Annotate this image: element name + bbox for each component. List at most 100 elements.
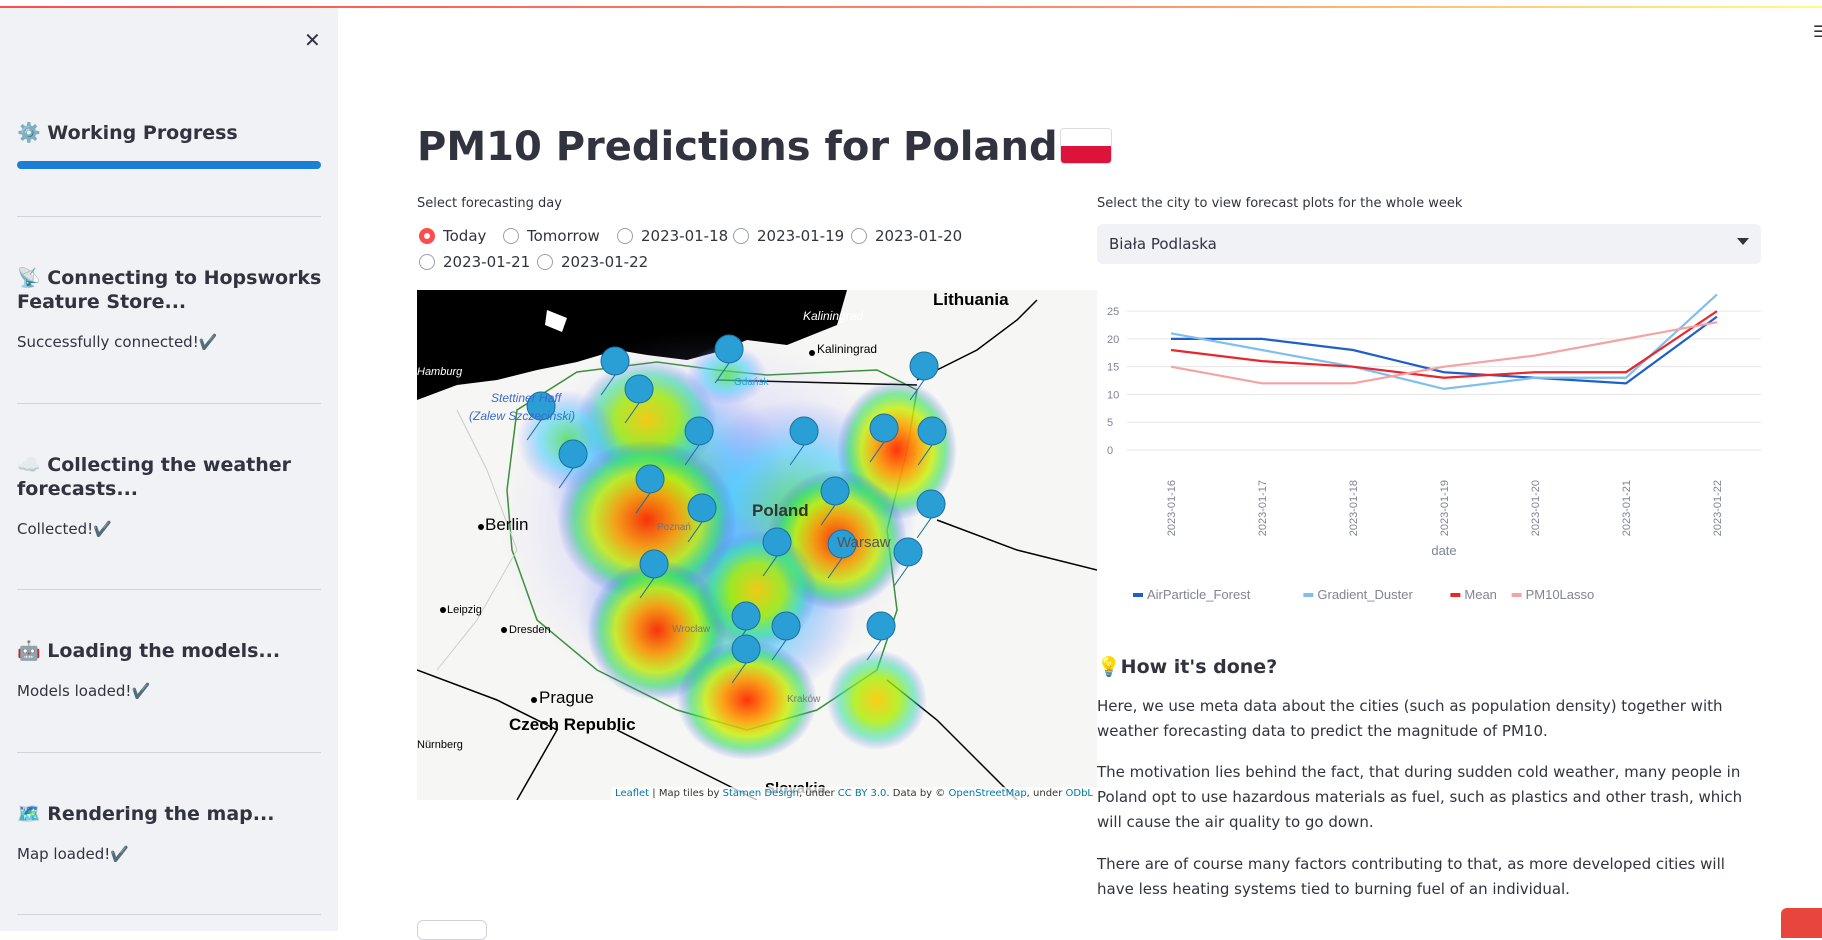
chevron-down-icon [1737,238,1749,245]
page-title: PM10 Predictions for Poland [417,124,1112,170]
step-map-title: 🗺️ Rendering the map... [17,803,275,825]
close-sidebar-icon[interactable]: ✕ [304,28,321,52]
radio-icon [503,228,519,244]
step-weather-status: Collected!✔️ [17,520,112,538]
x-tick-label: 2023-01-21 [1621,480,1633,536]
radio-icon [419,254,435,270]
map-label: Dresden [509,624,551,636]
radio-icon [617,228,633,244]
map-label: Prague [539,688,594,707]
paragraph-3: There are of course many factors contrib… [1097,855,1725,898]
legend-swatch [1303,593,1314,597]
x-tick-label: 2023-01-20 [1530,480,1542,536]
x-axis-label: date [1431,543,1456,558]
map-label: Nürnberg [417,739,463,751]
step-models-status: Models loaded!✔️ [17,682,151,700]
map-label: Wrocław [672,624,711,635]
series-line [1170,310,1718,379]
map-label: Hamburg [417,366,463,378]
pm10-heatmap-map[interactable]: Lithuania Kaliningrad Kaliningrad Gdańsk Ber… [417,290,1097,800]
y-tick-label: 25 [1107,306,1119,318]
map-label: Warsaw [837,534,891,551]
legend-swatch [1450,593,1461,597]
legend-label: PM10Lasso [1526,587,1595,602]
y-tick-label: 15 [1107,362,1119,374]
corner-action-button[interactable] [1781,908,1822,938]
stamen-link[interactable]: Stamen Design [722,788,799,799]
forecast-line-chart[interactable]: 0 5 10 15 20 25 2023-01-16 2023-01-17 2023-01-18… [1097,280,1761,610]
radio-2023-01-21[interactable]: 2023-01-21 [419,253,530,271]
legend-label: Mean [1464,587,1497,602]
radio-2023-01-18[interactable]: 2023-01-18 [617,227,728,245]
lightbulb-icon: 💡 [1097,656,1121,678]
y-tick-label: 5 [1107,417,1113,429]
x-tick-label: 2023-01-22 [1712,480,1724,536]
radio-icon [537,254,553,270]
map-label: Stettiner Haff [491,391,563,405]
cc-link[interactable]: CC BY 3.0 [837,788,887,799]
city-select[interactable]: Biała Podlaska [1097,224,1761,264]
map-label: Lithuania [933,290,1009,309]
map-label: Czech Republic [509,715,636,734]
step-weather-title: ☁️ Collecting the weather forecasts... [17,454,292,500]
step-connecting-title: 📡 Connecting to Hopsworks Feature Store.… [17,267,322,313]
radio-today[interactable]: Today [419,227,486,245]
paragraph-1: Here, we use meta data about the cities … [1097,697,1723,740]
series-line [1171,315,1718,385]
map-label: Poznań [657,522,691,533]
x-tick-label: 2023-01-17 [1257,480,1269,536]
series-line [1170,293,1718,391]
radio-selected-icon [419,228,435,244]
radio-2023-01-20[interactable]: 2023-01-20 [851,227,962,245]
x-tick-label: 2023-01-16 [1166,480,1178,536]
divider [17,914,321,915]
top-decoration-bar [0,6,1822,8]
satellite-icon: 📡 [17,267,41,289]
divider [17,752,321,753]
radio-2023-01-22[interactable]: 2023-01-22 [537,253,648,271]
step-working-progress-title: ⚙️ Working Progress [17,122,238,144]
map-label: Kaliningrad [817,342,877,356]
how-title: 💡How it's done? [1097,656,1278,678]
step-models-title: 🤖 Loading the models... [17,640,281,662]
divider [17,403,321,404]
map-label: (Zalew Szczeciński) [469,409,575,423]
map-icon: 🗺️ [17,803,41,825]
city-select-label: Select the city to view forecast plots f… [1097,196,1463,211]
y-tick-label: 0 [1107,445,1113,457]
step-connecting-status: Successfully connected!✔️ [17,333,218,351]
map-label: Kraków [787,694,821,705]
bottom-button[interactable] [417,920,487,940]
osm-link[interactable]: OpenStreetMap [948,788,1027,799]
chart-svg: 0 5 10 15 20 25 2023-01-16 2023-01-17 2023-01-18… [1107,293,1761,602]
y-tick-label: 20 [1107,334,1119,346]
divider [17,216,321,217]
paragraph-2: The motivation lies behind the fact, tha… [1097,763,1743,831]
radio-tomorrow[interactable]: Tomorrow [503,227,600,245]
poland-flag-icon [1059,128,1112,164]
legend-label: AirParticle_Forest [1147,587,1251,602]
radio-icon [733,228,749,244]
gear-icon: ⚙️ [17,122,41,144]
legend-swatch [1511,593,1522,597]
cloud-icon: ☁️ [17,454,41,476]
main-menu-icon[interactable]: ☰ [1813,22,1822,41]
radio-icon [851,228,867,244]
leaflet-link[interactable]: Leaflet [615,788,650,799]
legend-label: Gradient_Duster [1317,587,1413,602]
day-select-label: Select forecasting day [417,196,562,211]
robot-icon: 🤖 [17,640,41,662]
x-tick-label: 2023-01-18 [1348,480,1360,536]
map-label: Berlin [485,515,528,534]
map-label: Gdańsk [734,377,769,388]
step-map-status: Map loaded!✔️ [17,845,129,863]
progress-bar [17,161,321,169]
odbl-link[interactable]: ODbL [1065,788,1094,799]
map-label: Kaliningrad [803,309,863,323]
x-tick-label: 2023-01-19 [1439,480,1451,536]
map-attribution: Leaflet | Map tiles by Stamen Design, un… [611,787,1097,800]
legend-swatch [1133,593,1143,597]
divider [17,589,321,590]
radio-2023-01-19[interactable]: 2023-01-19 [733,227,844,245]
series-line [1170,321,1718,385]
